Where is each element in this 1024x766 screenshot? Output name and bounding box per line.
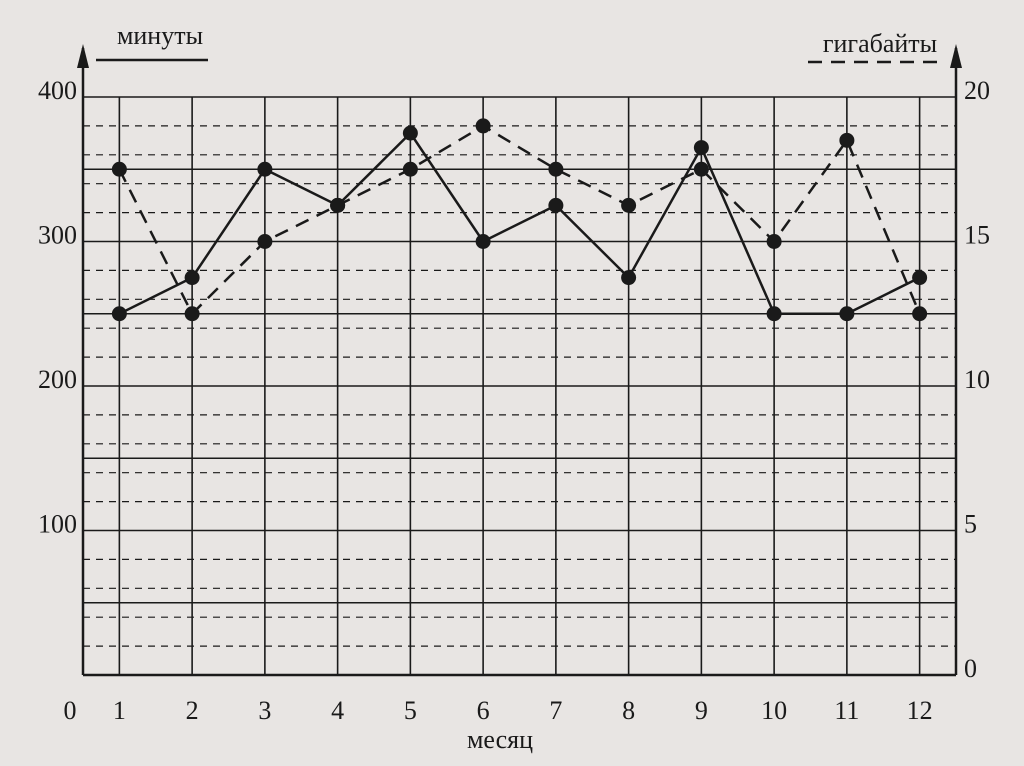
data-point xyxy=(402,125,418,141)
data-point xyxy=(184,270,200,286)
data-point xyxy=(766,234,782,249)
y2-tick-label: 20 xyxy=(964,76,990,105)
x-tick-label: 6 xyxy=(477,696,490,725)
x-tick-label: 12 xyxy=(907,696,933,725)
x-tick-label: 7 xyxy=(549,696,562,725)
data-point xyxy=(257,161,273,177)
y-tick-label: 300 xyxy=(38,220,77,249)
data-point xyxy=(693,140,709,156)
y2-tick-label: 0 xyxy=(964,654,977,683)
x-tick-label: 3 xyxy=(258,696,271,725)
y2-tick-label: 5 xyxy=(964,509,977,538)
x-tick-label: 4 xyxy=(331,696,344,725)
y-tick-label: 100 xyxy=(38,509,77,538)
x-tick-label: 1 xyxy=(113,696,126,725)
y-tick-label: 200 xyxy=(38,365,77,394)
origin-label: 0 xyxy=(64,696,77,725)
data-point xyxy=(693,161,709,177)
data-point xyxy=(839,132,855,148)
x-tick-label: 2 xyxy=(186,696,199,725)
data-point xyxy=(184,306,200,322)
data-point xyxy=(621,270,637,286)
x-tick-label: 8 xyxy=(622,696,635,725)
data-point xyxy=(330,197,346,213)
data-point xyxy=(548,161,564,177)
x-tick-label: 11 xyxy=(834,696,859,725)
y2-tick-label: 15 xyxy=(964,220,990,249)
data-point xyxy=(111,306,127,322)
data-point xyxy=(912,306,928,322)
legend-label: гигабайты xyxy=(823,29,937,58)
data-point xyxy=(257,234,273,249)
data-point xyxy=(839,306,855,322)
x-axis-label: месяц xyxy=(467,725,533,754)
legend-label: минуты xyxy=(117,21,203,50)
data-point xyxy=(621,197,637,213)
data-point xyxy=(402,161,418,177)
x-tick-label: 10 xyxy=(761,696,787,725)
data-point xyxy=(475,118,491,134)
data-point xyxy=(766,306,782,322)
y-axis-arrow xyxy=(77,44,89,68)
data-point xyxy=(548,197,564,213)
series-line xyxy=(118,131,921,315)
data-point xyxy=(475,234,491,249)
y-tick-label: 400 xyxy=(38,76,77,105)
series-line xyxy=(118,124,921,316)
data-point xyxy=(111,161,127,177)
x-tick-label: 5 xyxy=(404,696,417,725)
x-tick-label: 9 xyxy=(695,696,708,725)
data-point xyxy=(912,270,928,286)
y2-tick-label: 10 xyxy=(964,365,990,394)
y2-axis-arrow xyxy=(950,44,962,68)
